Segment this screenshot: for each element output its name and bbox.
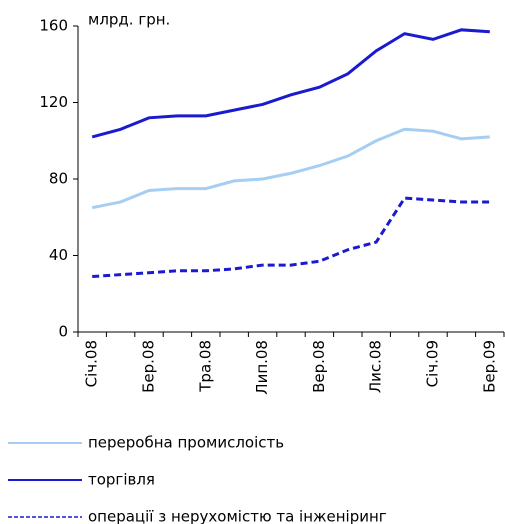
y-tick-label: 80 xyxy=(49,170,68,188)
x-tick-label: Бер.08 xyxy=(140,340,158,393)
x-tick-label: Лис.08 xyxy=(367,340,385,393)
y-axis-label: млрд. грн. xyxy=(88,11,170,29)
y-tick-label: 40 xyxy=(49,246,68,264)
x-tick-label: Вер.08 xyxy=(310,340,328,393)
series-line xyxy=(92,196,490,279)
x-tick-label: Бер.09 xyxy=(480,340,498,393)
x-tick-label: Тра.08 xyxy=(196,340,214,393)
legend-label: операції з нерухомістю та інженіринг xyxy=(88,508,387,524)
x-tick-label: Лип.08 xyxy=(253,340,271,395)
series-line xyxy=(91,127,490,210)
legend-label: торгівля xyxy=(88,471,155,489)
x-tick-label: Січ.09 xyxy=(424,340,442,387)
series-line xyxy=(91,28,490,139)
y-tick-label: 0 xyxy=(58,323,68,341)
x-tick-label: Січ.08 xyxy=(83,340,101,387)
y-tick-label: 120 xyxy=(39,93,68,111)
legend-label: переробна промислоість xyxy=(88,434,284,452)
y-tick-label: 160 xyxy=(39,17,68,35)
